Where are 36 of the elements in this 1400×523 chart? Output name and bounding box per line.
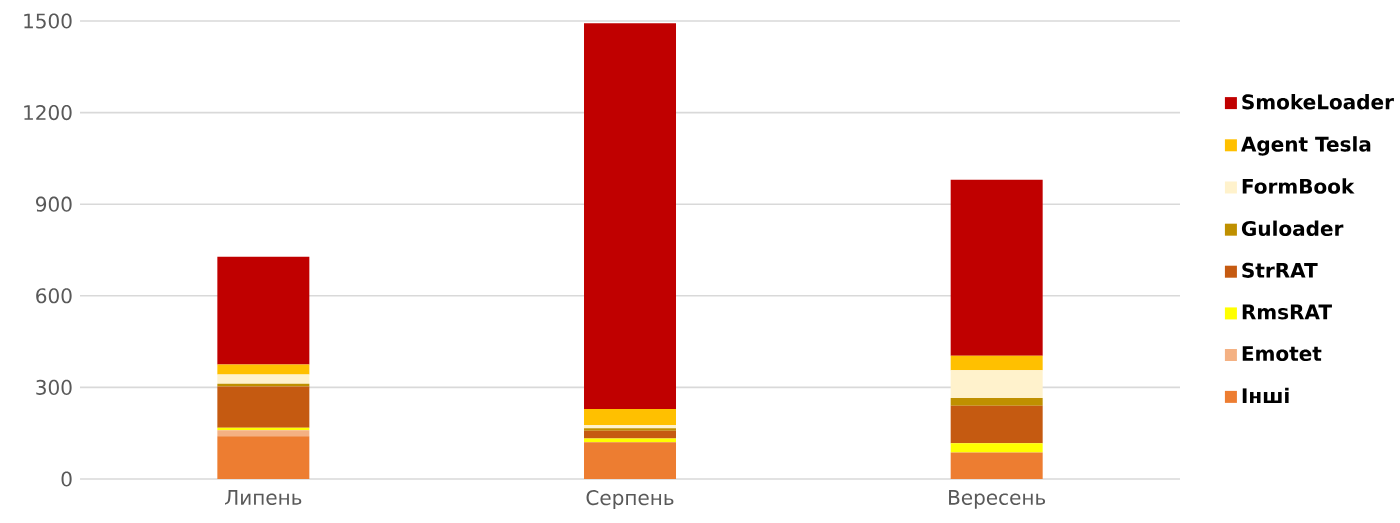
bar <box>217 364 310 375</box>
legend-label: FormBook <box>1242 178 1355 194</box>
bar <box>950 443 1043 453</box>
legend-label: Інші <box>1242 387 1289 403</box>
y-tick-label: 1500 <box>24 13 72 29</box>
bar <box>950 355 1043 371</box>
legend-label: SmokeLoader <box>1242 93 1394 110</box>
bar <box>217 386 310 428</box>
bar <box>584 23 677 410</box>
legend-label: StrRAT <box>1242 262 1318 278</box>
bar <box>950 370 1043 399</box>
bar <box>217 374 310 384</box>
bar <box>950 405 1043 444</box>
bar <box>950 179 1043 356</box>
x-tick-label: Серпень <box>586 490 674 510</box>
bar <box>584 438 677 443</box>
y-tick-label: 300 <box>36 379 72 395</box>
legend-label: Guloader <box>1241 220 1344 237</box>
bar <box>217 430 310 437</box>
legend-label: RmsRAT <box>1242 304 1332 320</box>
bar <box>584 409 677 425</box>
legend-label: Emotet <box>1242 346 1322 362</box>
x-tick-label: Вересень <box>949 490 1046 509</box>
y-tick-label: 1200 <box>24 105 72 121</box>
bar <box>584 442 677 479</box>
bar <box>584 428 677 431</box>
bar <box>950 452 1043 479</box>
bar <box>217 256 310 365</box>
bar <box>217 436 310 479</box>
y-tick-label: 900 <box>36 196 72 212</box>
bar <box>950 398 1043 406</box>
x-tick-label: Липень <box>225 490 302 505</box>
y-tick-label: 600 <box>36 288 72 304</box>
bar <box>584 430 677 439</box>
legend-label: Agent Tesla <box>1241 136 1371 156</box>
y-tick-label: 0 <box>61 471 72 487</box>
